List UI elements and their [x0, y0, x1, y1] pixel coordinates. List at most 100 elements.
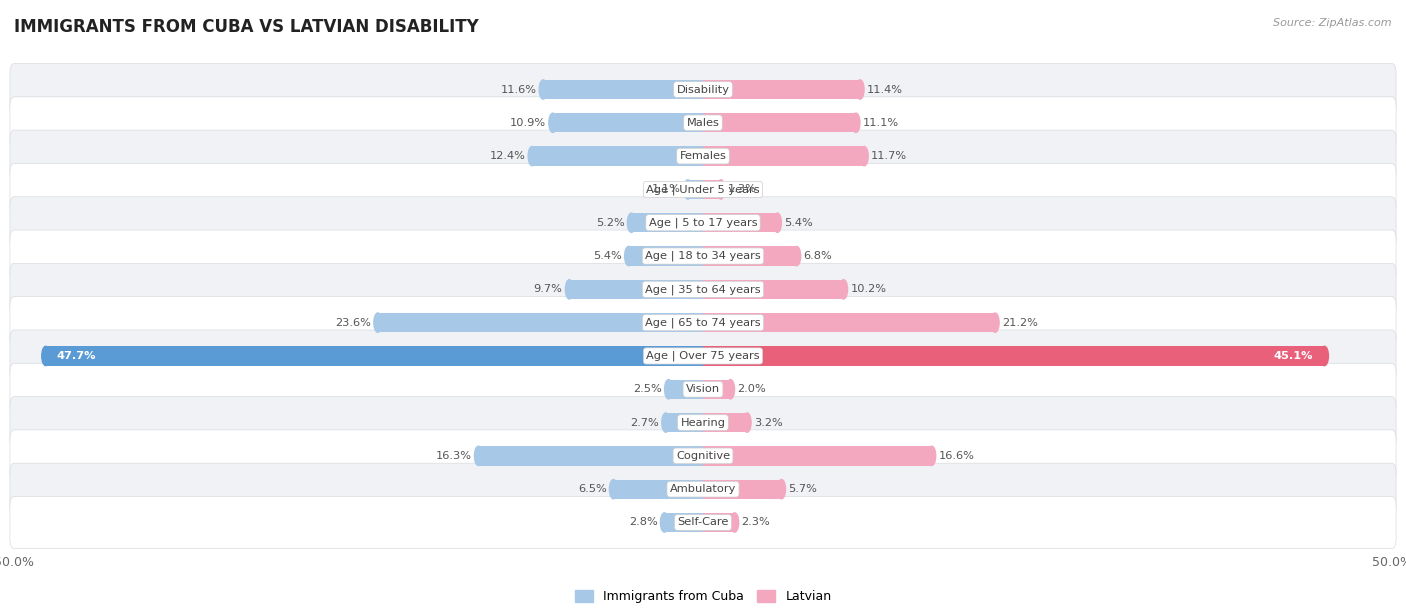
Text: Age | Under 5 years: Age | Under 5 years [647, 184, 759, 195]
Bar [703, 379, 731, 399]
Bar [628, 247, 703, 266]
Bar [531, 146, 703, 166]
Text: 2.0%: 2.0% [738, 384, 766, 394]
Bar [478, 446, 703, 466]
FancyBboxPatch shape [10, 496, 1396, 548]
Circle shape [991, 313, 1000, 332]
Circle shape [839, 280, 848, 299]
Text: 11.1%: 11.1% [863, 118, 898, 128]
FancyBboxPatch shape [10, 196, 1396, 248]
Text: 5.4%: 5.4% [593, 251, 621, 261]
Bar [703, 480, 782, 499]
Text: 16.3%: 16.3% [436, 451, 471, 461]
Circle shape [852, 113, 860, 132]
Bar [543, 80, 703, 99]
Text: 47.7%: 47.7% [56, 351, 96, 361]
Bar [703, 213, 778, 233]
Text: Disability: Disability [676, 84, 730, 94]
FancyBboxPatch shape [10, 430, 1396, 482]
FancyBboxPatch shape [10, 64, 1396, 116]
Text: 5.7%: 5.7% [789, 484, 817, 494]
Circle shape [928, 446, 936, 466]
Bar [46, 346, 703, 365]
Bar [703, 280, 844, 299]
FancyBboxPatch shape [10, 463, 1396, 515]
Bar [703, 413, 747, 432]
Text: Age | 35 to 64 years: Age | 35 to 64 years [645, 284, 761, 294]
Bar [703, 146, 865, 166]
Text: Vision: Vision [686, 384, 720, 394]
Circle shape [627, 213, 636, 233]
FancyBboxPatch shape [10, 97, 1396, 149]
Bar [666, 413, 703, 432]
Circle shape [538, 80, 547, 99]
Circle shape [683, 180, 692, 199]
Text: 5.4%: 5.4% [785, 218, 813, 228]
Bar [703, 446, 932, 466]
Bar [669, 379, 703, 399]
Circle shape [662, 413, 669, 432]
Text: 10.2%: 10.2% [851, 285, 886, 294]
Text: Age | Over 75 years: Age | Over 75 years [647, 351, 759, 361]
Circle shape [661, 513, 668, 532]
Text: Females: Females [679, 151, 727, 161]
Bar [613, 480, 703, 499]
Bar [703, 346, 1324, 365]
Circle shape [860, 146, 869, 166]
Circle shape [665, 379, 672, 399]
Bar [703, 113, 856, 132]
FancyBboxPatch shape [10, 297, 1396, 349]
Circle shape [474, 446, 482, 466]
FancyBboxPatch shape [10, 330, 1396, 382]
FancyBboxPatch shape [10, 364, 1396, 416]
Circle shape [1320, 346, 1329, 365]
Text: 21.2%: 21.2% [1002, 318, 1038, 327]
Circle shape [609, 480, 617, 499]
Text: Self-Care: Self-Care [678, 518, 728, 528]
Bar [703, 247, 797, 266]
Circle shape [778, 480, 786, 499]
FancyBboxPatch shape [10, 263, 1396, 315]
Text: 1.1%: 1.1% [652, 184, 681, 195]
Bar [688, 180, 703, 199]
Text: 6.5%: 6.5% [578, 484, 606, 494]
Text: IMMIGRANTS FROM CUBA VS LATVIAN DISABILITY: IMMIGRANTS FROM CUBA VS LATVIAN DISABILI… [14, 18, 479, 36]
FancyBboxPatch shape [10, 397, 1396, 449]
Bar [631, 213, 703, 233]
Text: 16.6%: 16.6% [939, 451, 974, 461]
Circle shape [548, 113, 557, 132]
Circle shape [727, 379, 734, 399]
Text: 23.6%: 23.6% [335, 318, 371, 327]
Text: 6.8%: 6.8% [804, 251, 832, 261]
Bar [703, 313, 995, 332]
Text: Ambulatory: Ambulatory [669, 484, 737, 494]
Circle shape [773, 213, 782, 233]
Circle shape [856, 80, 865, 99]
Bar [665, 513, 703, 532]
Text: Males: Males [686, 118, 720, 128]
Legend: Immigrants from Cuba, Latvian: Immigrants from Cuba, Latvian [569, 585, 837, 608]
Bar [703, 80, 860, 99]
Text: 11.7%: 11.7% [872, 151, 907, 161]
Circle shape [624, 247, 633, 266]
Circle shape [717, 180, 725, 199]
Text: 45.1%: 45.1% [1274, 351, 1313, 361]
Text: 11.4%: 11.4% [868, 84, 903, 94]
Text: 5.2%: 5.2% [596, 218, 624, 228]
Text: 11.6%: 11.6% [501, 84, 536, 94]
Text: Source: ZipAtlas.com: Source: ZipAtlas.com [1274, 18, 1392, 28]
Bar [378, 313, 703, 332]
Circle shape [731, 513, 738, 532]
Circle shape [565, 280, 574, 299]
Text: 2.5%: 2.5% [633, 384, 662, 394]
Text: 2.3%: 2.3% [741, 518, 770, 528]
Text: Age | 65 to 74 years: Age | 65 to 74 years [645, 318, 761, 328]
Text: 2.8%: 2.8% [628, 518, 658, 528]
FancyBboxPatch shape [10, 163, 1396, 215]
FancyBboxPatch shape [10, 230, 1396, 282]
Text: 9.7%: 9.7% [534, 285, 562, 294]
Text: 12.4%: 12.4% [489, 151, 526, 161]
Bar [703, 513, 735, 532]
Bar [553, 113, 703, 132]
Text: Cognitive: Cognitive [676, 451, 730, 461]
